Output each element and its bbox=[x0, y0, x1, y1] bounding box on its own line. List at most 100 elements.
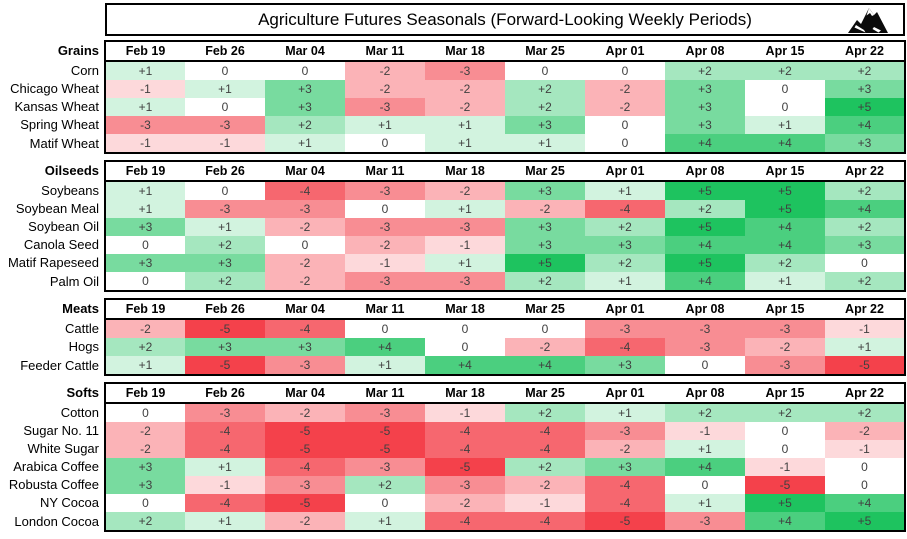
heatmap-cell: -2 bbox=[345, 236, 425, 254]
heatmap-cell: 0 bbox=[745, 422, 825, 440]
heatmap-cell: +1 bbox=[104, 356, 185, 376]
heatmap-cell: +3 bbox=[104, 218, 185, 236]
column-header: Apr 08 bbox=[665, 160, 745, 182]
row-label: Soybeans bbox=[0, 181, 105, 200]
row-label: White Sugar bbox=[0, 440, 105, 458]
table-row: Palm Oil 0 +2 -2 -3 -3 +2 +1 +4 +1 +2 bbox=[0, 272, 906, 292]
column-header: Mar 11 bbox=[345, 382, 425, 404]
heatmap-cell: +1 bbox=[585, 403, 665, 422]
column-header: Mar 25 bbox=[505, 40, 585, 62]
row-label: Kansas Wheat bbox=[0, 98, 105, 116]
heatmap-cell: -2 bbox=[345, 61, 425, 80]
section-table-meats: Meats Feb 19 Feb 26 Mar 04 Mar 11 Mar 18 Mar 2… bbox=[0, 298, 906, 376]
heatmap-cell: 0 bbox=[425, 338, 505, 356]
heatmap-cell: +4 bbox=[825, 494, 906, 512]
column-header: Feb 26 bbox=[185, 382, 265, 404]
heatmap-cell: -3 bbox=[665, 338, 745, 356]
heatmap-cell: +4 bbox=[825, 200, 906, 218]
section-label: Meats bbox=[0, 299, 105, 319]
heatmap-cell: -3 bbox=[425, 61, 505, 80]
heatmap-cell: +5 bbox=[665, 181, 745, 200]
heatmap-cell: +3 bbox=[585, 458, 665, 476]
heatmap-cell: -2 bbox=[425, 181, 505, 200]
row-label: Cattle bbox=[0, 319, 105, 338]
report-title-bar: Agriculture Futures Seasonals (Forward-L… bbox=[105, 3, 905, 36]
heatmap-cell: +1 bbox=[505, 134, 585, 154]
heatmap-cell: +4 bbox=[745, 236, 825, 254]
heatmap-cell: +3 bbox=[505, 236, 585, 254]
column-header: Mar 18 bbox=[425, 298, 505, 320]
row-label: London Cocoa bbox=[0, 512, 105, 531]
section-header-row: Softs Feb 19 Feb 26 Mar 04 Mar 11 Mar 18 Mar 2… bbox=[0, 382, 906, 404]
heatmap-cell: +4 bbox=[665, 272, 745, 292]
heatmap-cell: +1 bbox=[104, 181, 185, 200]
table-row: Chicago Wheat -1 +1 +3 -2 -2 +2 -2 +3 0 +3 bbox=[0, 80, 906, 98]
section-table-oilseeds: Oilseeds Feb 19 Feb 26 Mar 04 Mar 11 Mar 18 Ma… bbox=[0, 160, 906, 292]
heatmap-cell: -5 bbox=[345, 422, 425, 440]
row-label: Feeder Cattle bbox=[0, 356, 105, 375]
table-row: Matif Wheat -1 -1 +1 0 +1 +1 0 +4 +4 +3 bbox=[0, 134, 906, 154]
heatmap-cell: +2 bbox=[585, 254, 665, 272]
heatmap-cell: -2 bbox=[505, 476, 585, 494]
heatmap-cell: +4 bbox=[745, 218, 825, 236]
heatmap-cell: +2 bbox=[505, 98, 585, 116]
heatmap-cell: +3 bbox=[505, 116, 585, 134]
heatmap-cell: +2 bbox=[745, 403, 825, 422]
heatmap-cell: -3 bbox=[265, 356, 345, 376]
heatmap-cell: 0 bbox=[104, 494, 185, 512]
heatmap-cell: -3 bbox=[345, 272, 425, 292]
heatmap-cell: -2 bbox=[265, 512, 345, 532]
heatmap-cell: -1 bbox=[425, 236, 505, 254]
heatmap-cell: 0 bbox=[185, 61, 265, 80]
column-header: Apr 22 bbox=[825, 40, 906, 62]
heatmap-cell: +2 bbox=[665, 200, 745, 218]
section-label: Oilseeds bbox=[0, 161, 105, 181]
heatmap-cell: +4 bbox=[345, 338, 425, 356]
heatmap-cell: -4 bbox=[505, 512, 585, 532]
table-row: Soybean Oil +3 +1 -2 -3 -3 +3 +2 +5 +4 +2 bbox=[0, 218, 906, 236]
row-label: Corn bbox=[0, 61, 105, 80]
heatmap-cell: -4 bbox=[265, 458, 345, 476]
heatmap-cell: +2 bbox=[745, 61, 825, 80]
heatmap-cell: 0 bbox=[825, 254, 906, 272]
table-row: Sugar No. 11 -2 -4 -5 -5 -4 -4 -3 -1 0 -2 bbox=[0, 422, 906, 440]
heatmap-cell: -3 bbox=[345, 403, 425, 422]
heatmap-cell: +5 bbox=[665, 254, 745, 272]
heatmap-cell: -2 bbox=[505, 200, 585, 218]
heatmap-cell: -4 bbox=[265, 319, 345, 338]
heatmap-cell: +3 bbox=[505, 181, 585, 200]
heatmap-cell: +5 bbox=[825, 512, 906, 532]
heatmap-cell: +5 bbox=[745, 494, 825, 512]
heatmap-cell: +3 bbox=[825, 134, 906, 154]
heatmap-cell: 0 bbox=[425, 319, 505, 338]
heatmap-cell: +1 bbox=[185, 80, 265, 98]
heatmap-cell: +3 bbox=[104, 476, 185, 494]
heatmap-cell: +2 bbox=[745, 254, 825, 272]
row-label: Canola Seed bbox=[0, 236, 105, 254]
heatmap-cell: -4 bbox=[505, 422, 585, 440]
heatmap-cell: -3 bbox=[185, 116, 265, 134]
table-row: Canola Seed 0 +2 0 -2 -1 +3 +3 +4 +4 +3 bbox=[0, 236, 906, 254]
table-row: Cotton 0 -3 -2 -3 -1 +2 +1 +2 +2 +2 bbox=[0, 403, 906, 422]
heatmap-cell: -3 bbox=[425, 218, 505, 236]
heatmap-cell: +3 bbox=[185, 254, 265, 272]
column-header: Mar 18 bbox=[425, 382, 505, 404]
heatmap-cell: -2 bbox=[104, 440, 185, 458]
row-label: Cotton bbox=[0, 403, 105, 422]
heatmap-cell: 0 bbox=[505, 319, 585, 338]
heatmap-cell: 0 bbox=[345, 200, 425, 218]
heatmap-cell: -2 bbox=[104, 422, 185, 440]
heatmap-cell: -5 bbox=[265, 494, 345, 512]
column-header: Feb 26 bbox=[185, 298, 265, 320]
table-row: Arabica Coffee +3 +1 -4 -3 -5 +2 +3 +4 -1 0 bbox=[0, 458, 906, 476]
heatmap-cell: -2 bbox=[265, 272, 345, 292]
heatmap-cell: +4 bbox=[665, 458, 745, 476]
table-row: Kansas Wheat +1 0 +3 -3 -2 +2 -2 +3 0 +5 bbox=[0, 98, 906, 116]
heatmap-cell: -3 bbox=[585, 319, 665, 338]
heatmap-cell: -2 bbox=[745, 338, 825, 356]
heatmap-cell: +3 bbox=[665, 116, 745, 134]
heatmap-cell: +3 bbox=[185, 338, 265, 356]
heatmap-cell: -2 bbox=[505, 338, 585, 356]
column-header: Mar 18 bbox=[425, 40, 505, 62]
column-header: Apr 15 bbox=[745, 40, 825, 62]
